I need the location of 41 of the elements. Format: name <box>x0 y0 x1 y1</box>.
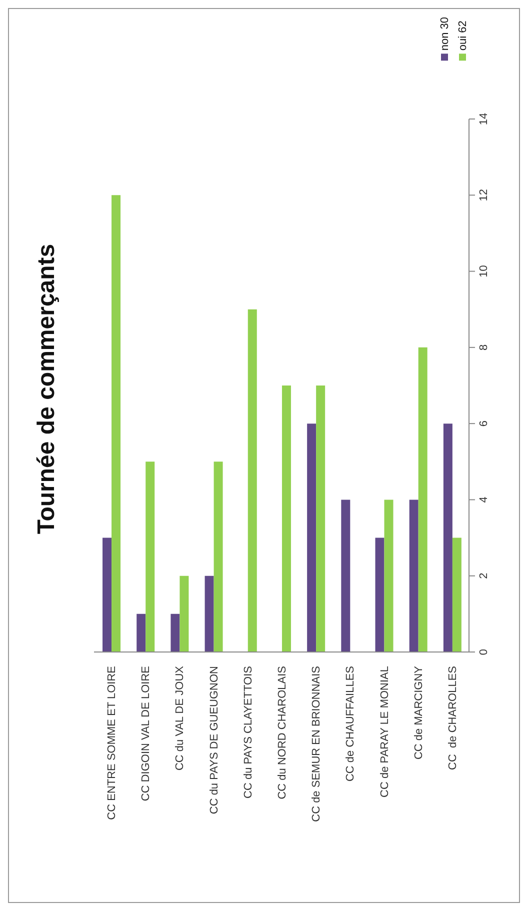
bar <box>248 309 257 652</box>
y-tick-label: 4 <box>478 496 490 503</box>
bar <box>282 386 291 652</box>
x-tick-label: CC de PARAY LE MONIAL <box>378 666 391 798</box>
x-tick-label: CC de CHAROLLES <box>446 666 459 770</box>
x-tick-label: CC ENTRE SOMME ET LOIRE <box>106 666 118 820</box>
bar <box>418 347 428 652</box>
bar <box>112 195 121 652</box>
bar <box>452 538 462 652</box>
x-tick-label: CC de CHAUFFAILLES <box>344 666 357 782</box>
bar <box>443 424 452 652</box>
y-tick-label: 10 <box>478 265 490 278</box>
x-tick-label: CC du VAL DE JOUX <box>174 665 186 771</box>
y-tick-label: 6 <box>478 420 490 427</box>
bar <box>409 500 418 652</box>
bar <box>180 576 189 652</box>
y-tick-label: 8 <box>478 344 490 350</box>
y-tick-label: 14 <box>478 112 490 126</box>
y-tick-label: 12 <box>478 189 490 202</box>
x-tick-label: CC DIGOIN VAL DE LOIRE <box>140 666 152 802</box>
bar <box>316 386 326 652</box>
x-tick-label: CC de MARCIGNY <box>412 665 425 760</box>
bar <box>214 462 223 652</box>
bar <box>307 424 316 652</box>
text: non 30 <box>439 17 451 51</box>
text: Tournée de commerçants <box>33 244 61 534</box>
bar <box>341 500 350 652</box>
text: oui 62 <box>457 20 469 51</box>
y-tick-label: 2 <box>478 572 490 579</box>
x-tick-label: CC de SEMUR EN BRIONNAIS <box>310 666 323 822</box>
bar <box>204 576 214 652</box>
bar <box>375 538 384 652</box>
bar <box>102 538 112 652</box>
x-tick-label: CC du PAYS DE GUEUGNON <box>208 666 220 814</box>
x-tick-label: CC du PAYS CLAYETTOIS <box>242 666 254 798</box>
bar <box>384 500 394 652</box>
x-tick-label: CC du NORD CHAROLAIS <box>276 666 288 800</box>
bar <box>170 614 180 652</box>
bar <box>136 614 146 652</box>
y-tick-label: 0 <box>478 648 490 656</box>
bar <box>146 462 155 652</box>
